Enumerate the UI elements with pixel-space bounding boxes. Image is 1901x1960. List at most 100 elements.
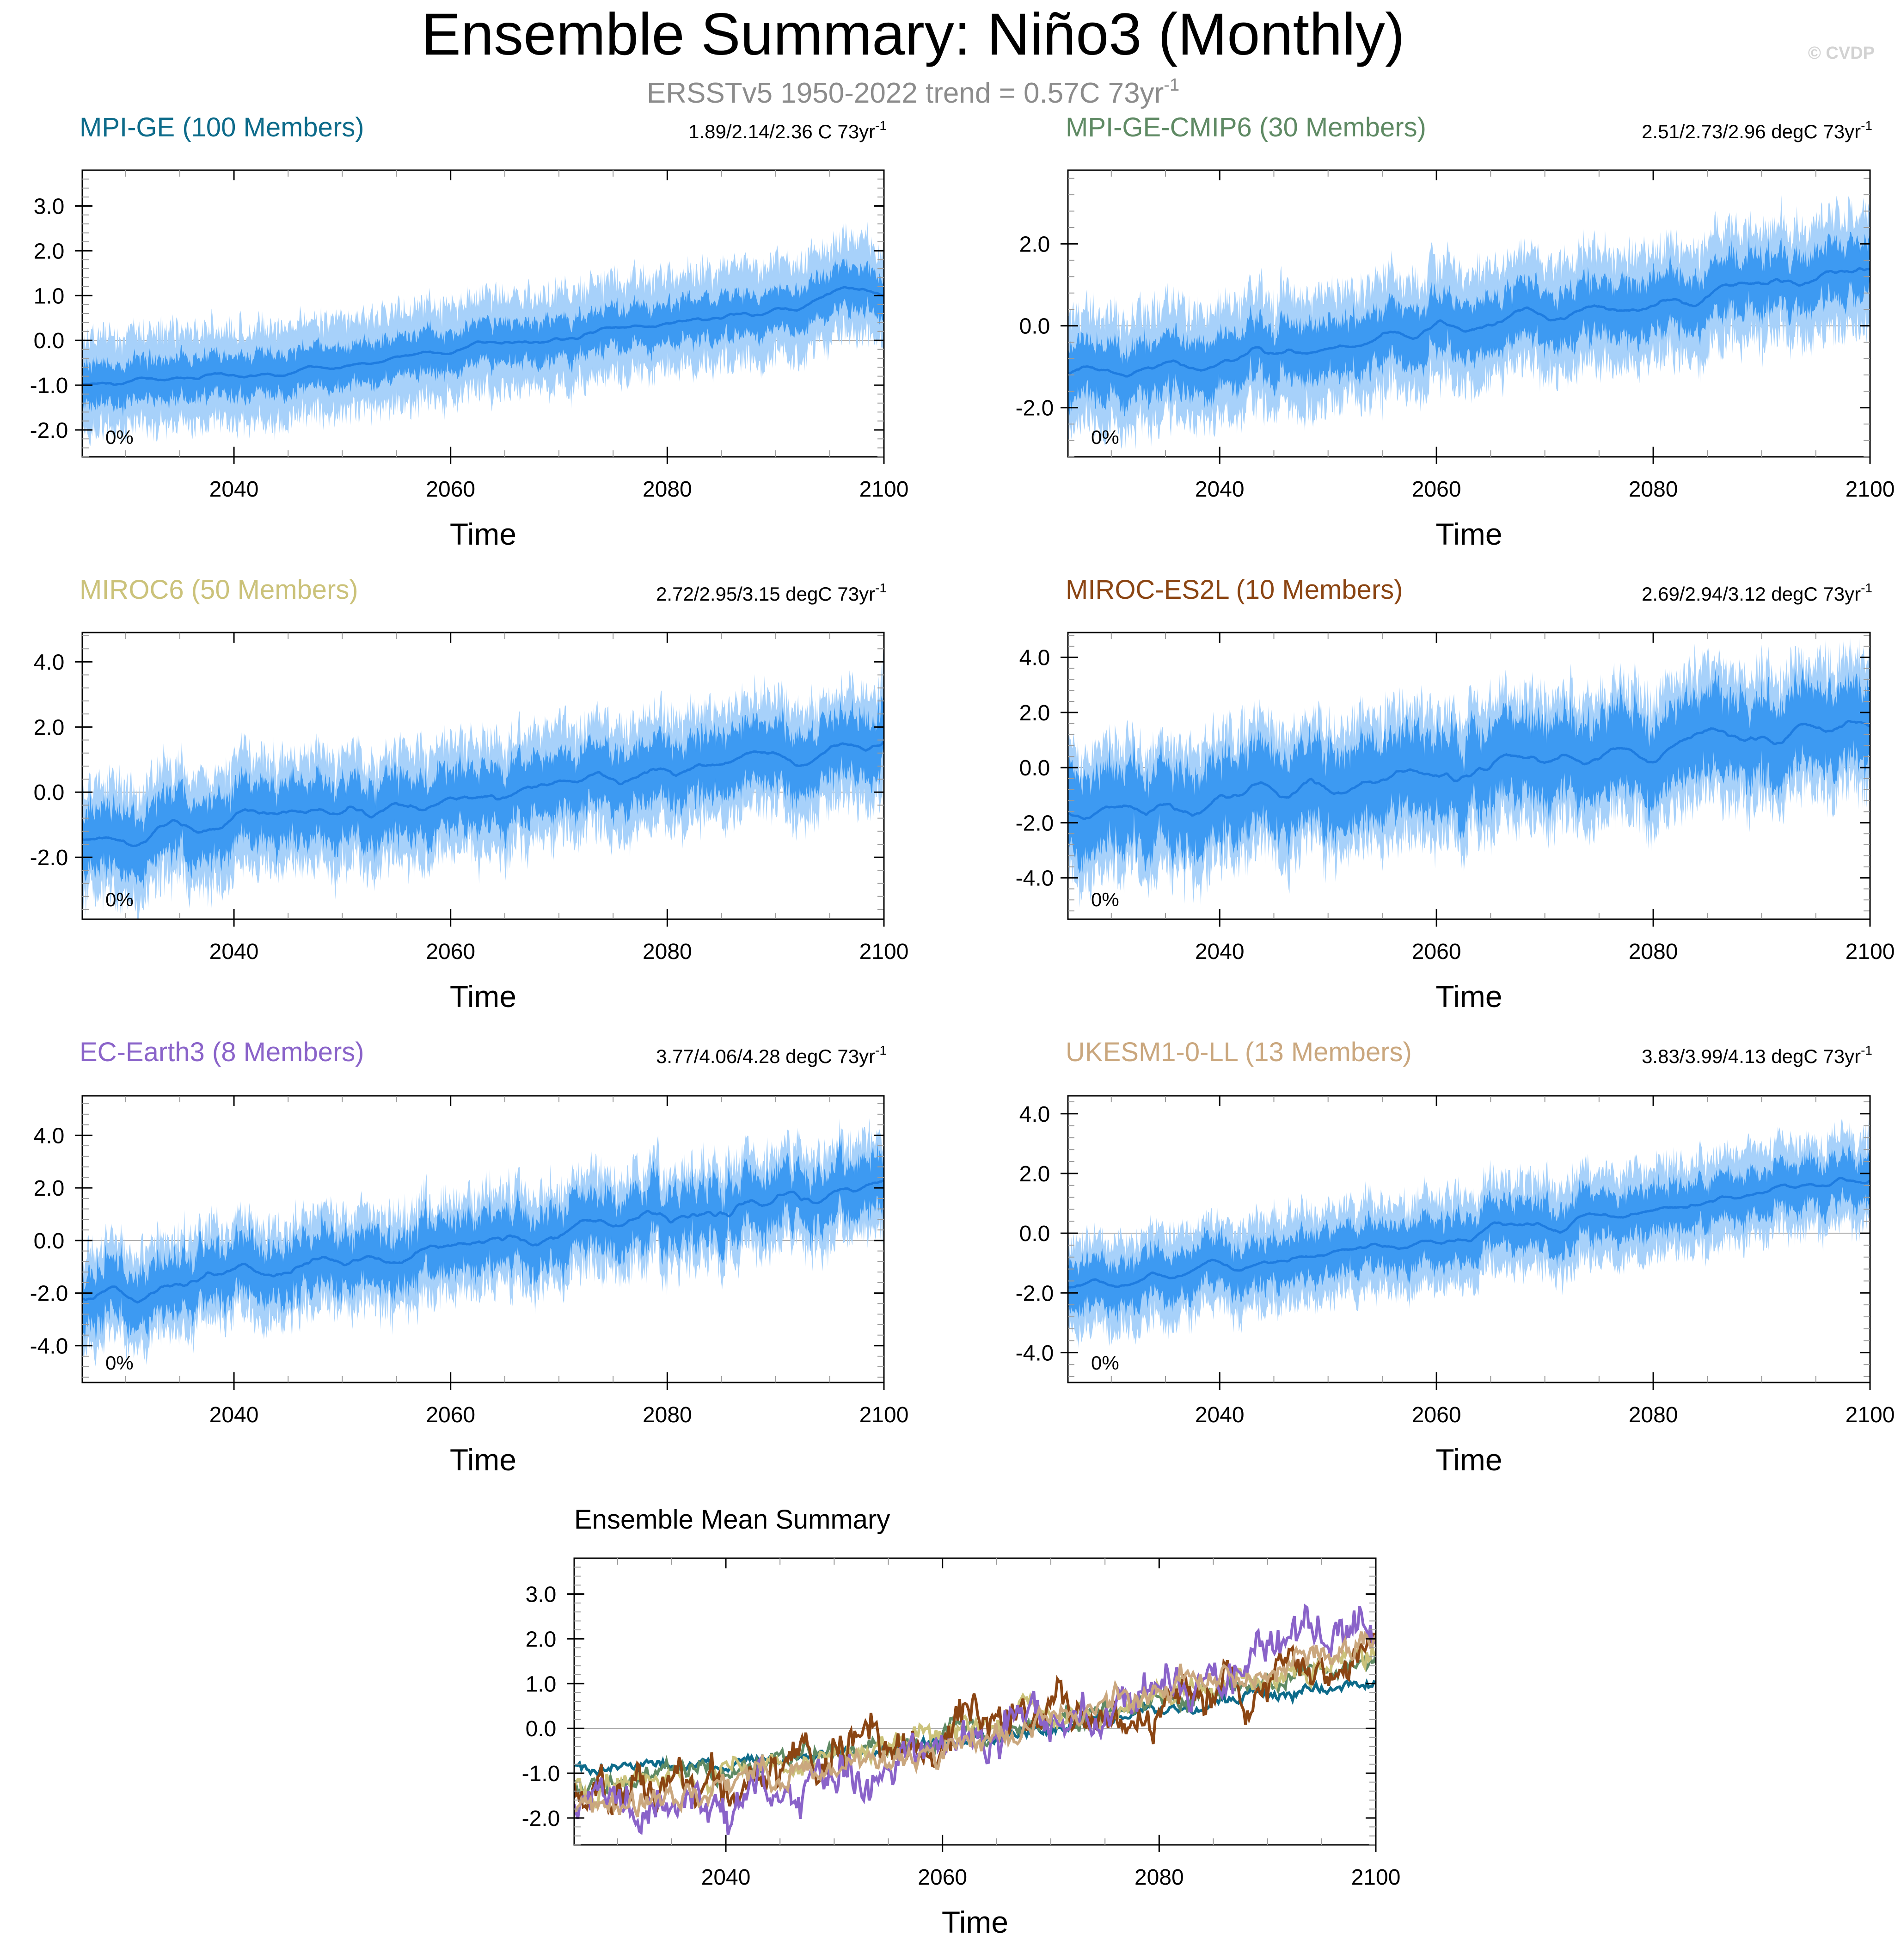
x-axis-label: Time — [942, 1905, 1008, 1939]
panel-trend-main: 2.51/2.73/2.96 degC 73yr — [1642, 121, 1861, 142]
inner-spread-band — [82, 695, 884, 889]
minor-ticks-1 — [1068, 170, 1870, 457]
x-tick-label: 2100 — [859, 1403, 909, 1427]
inner-spread-band — [1068, 1141, 1870, 1323]
y-tick-label: 4.0 — [1019, 646, 1050, 670]
percent-label: 0% — [105, 889, 134, 910]
x-axis-label: Time — [450, 517, 516, 551]
x-axis-label: Time — [1435, 979, 1502, 1014]
plot-area — [82, 1118, 884, 1367]
x-tick-label: 2040 — [209, 1403, 259, 1427]
y-tick-label: 4.0 — [34, 650, 65, 675]
figure-subtitle-main: ERSSTv5 1950-2022 trend = 0.57C 73yr — [647, 77, 1164, 109]
x-tick-label: 2100 — [1846, 477, 1895, 502]
x-tick-label: 2080 — [643, 477, 692, 502]
panel-title: MIROC6 (50 Members) — [80, 575, 358, 605]
panel-5: UKESM1-0-LL (13 Members) 3.83/3.99/4.13 d… — [1016, 1037, 1895, 1477]
x-tick-label: 2060 — [1412, 477, 1461, 502]
y-tick-label: 2.0 — [34, 1176, 65, 1201]
x-tick-label: 2100 — [859, 940, 909, 964]
major-ticks-5 — [1061, 1096, 1871, 1390]
minor-ticks-6 — [574, 1558, 1376, 1845]
percent-label: 0% — [105, 1352, 134, 1374]
y-tick-label: 4.0 — [1019, 1102, 1050, 1127]
panel-trend-sup: -1 — [875, 581, 887, 595]
panel-trend-main: 2.69/2.94/3.12 degC 73yr — [1642, 583, 1861, 605]
y-tick-label: 0.0 — [34, 780, 65, 805]
x-tick-label: 2040 — [701, 1865, 751, 1890]
x-tick-label: 2040 — [209, 940, 259, 964]
x-tick-label: 2060 — [1412, 1403, 1461, 1427]
x-tick-label: 2080 — [1134, 1865, 1184, 1890]
x-tick-label: 2100 — [1846, 940, 1895, 964]
inner-spread-band — [1068, 228, 1870, 418]
y-tick-label: -2.0 — [522, 1806, 560, 1831]
panel-6: Ensemble Mean Summary 2040 2060 2080 2100 -2.… — [522, 1505, 1401, 1939]
ensemble-mean-line — [82, 1180, 884, 1304]
ensemble-mean-line — [1068, 1176, 1870, 1289]
x-axis-label: Time — [450, 1443, 516, 1477]
panel-trend-sup: -1 — [1861, 118, 1872, 133]
plot-frame — [81, 1095, 885, 1383]
plot-area — [82, 650, 884, 919]
ensemble-mean-line — [82, 286, 884, 386]
major-ticks-6 — [567, 1558, 1377, 1852]
y-tick-label: 0.0 — [1019, 756, 1050, 780]
panel-trend: 3.77/4.06/4.28 degC 73yr-1 — [656, 1043, 887, 1067]
y-tick-label: 2.0 — [34, 239, 65, 264]
major-ticks-1 — [1061, 170, 1871, 464]
panel-trend-sup: -1 — [875, 1043, 887, 1057]
plot-frame — [1067, 632, 1871, 920]
y-tick-label: 4.0 — [34, 1124, 65, 1148]
x-tick-label: 2060 — [426, 1403, 475, 1427]
y-tick-label: -4.0 — [1016, 1341, 1054, 1365]
plot-area — [574, 1604, 1376, 1836]
y-tick-label: -2.0 — [30, 1282, 68, 1306]
y-tick-label: 1.0 — [34, 284, 65, 308]
x-axis-label: Time — [1435, 1443, 1502, 1477]
percent-label: 0% — [1091, 889, 1119, 910]
panel-0: MPI-GE (100 Members) 1.89/2.14/2.36 C 73y… — [30, 112, 909, 551]
panel-3: MIROC-ES2L (10 Members) 2.69/2.94/3.12 de… — [1016, 575, 1895, 1014]
panel-title: MIROC-ES2L (10 Members) — [1066, 575, 1403, 605]
major-ticks-3 — [1061, 633, 1871, 927]
panel-trend-main: 1.89/2.14/2.36 C 73yr — [688, 121, 875, 142]
plot-area — [1068, 637, 1870, 908]
panel-4: EC-Earth3 (8 Members) 3.77/4.06/4.28 degC… — [30, 1037, 909, 1477]
x-tick-label: 2060 — [1412, 940, 1461, 964]
y-tick-label: 0.0 — [526, 1717, 557, 1741]
panel-trend-sup: -1 — [1861, 1043, 1872, 1057]
x-tick-label: 2060 — [918, 1865, 967, 1890]
panels-layer: MPI-GE (100 Members) 1.89/2.14/2.36 C 73y… — [30, 112, 1895, 1939]
series-line-miroc6 — [574, 1642, 1376, 1810]
panel-trend: 1.89/2.14/2.36 C 73yr-1 — [688, 118, 887, 142]
y-tick-label: 0.0 — [34, 1229, 65, 1253]
panel-trend-main: 3.77/4.06/4.28 degC 73yr — [656, 1045, 875, 1067]
panel-trend: 2.51/2.73/2.96 degC 73yr-1 — [1642, 118, 1872, 142]
x-tick-label: 2080 — [1629, 1403, 1678, 1427]
percent-label: 0% — [1091, 1352, 1119, 1374]
panel-trend-main: 3.83/3.99/4.13 degC 73yr — [1642, 1045, 1861, 1067]
y-tick-label: -4.0 — [30, 1334, 68, 1358]
y-tick-label: -2.0 — [1016, 1281, 1054, 1306]
series-line-miroc-es2l — [574, 1632, 1376, 1816]
y-tick-label: 3.0 — [34, 195, 65, 219]
y-tick-label: -2.0 — [30, 418, 68, 443]
x-tick-label: 2060 — [426, 477, 475, 502]
x-tick-label: 2060 — [426, 940, 475, 964]
percent-label: 0% — [105, 426, 134, 448]
y-tick-label: -1.0 — [30, 374, 68, 398]
y-tick-label: 2.0 — [1019, 232, 1050, 257]
y-tick-label: 0.0 — [34, 329, 65, 353]
panel-trend: 2.72/2.95/3.15 degC 73yr-1 — [656, 581, 887, 605]
y-tick-label: -1.0 — [522, 1762, 560, 1786]
inner-spread-band — [82, 1136, 884, 1344]
panel-trend: 3.83/3.99/4.13 degC 73yr-1 — [1642, 1043, 1872, 1067]
major-ticks-0 — [75, 170, 885, 464]
panel-trend-sup: -1 — [875, 118, 887, 133]
y-tick-label: 0.0 — [1019, 1222, 1050, 1246]
y-tick-label: -2.0 — [1016, 811, 1054, 836]
ensemble-mean-line — [1068, 719, 1870, 820]
series-line-ukesm1-0-ll — [574, 1631, 1376, 1818]
